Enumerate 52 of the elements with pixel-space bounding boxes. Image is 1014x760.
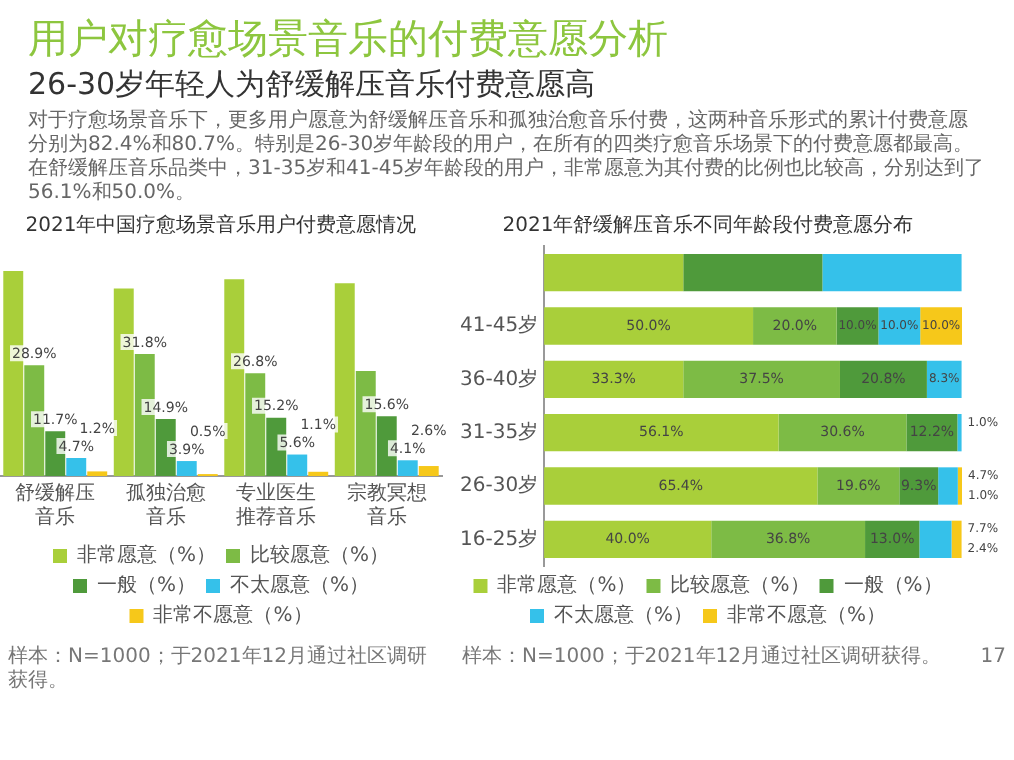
bar [839,360,927,398]
legend-label: 非常不愿意（%） [727,603,887,628]
legend-label: 比较愿意（%） [250,543,390,568]
x-tick-label: 孤独治愈音乐 [125,481,206,530]
bar [544,360,684,398]
bar [176,461,197,476]
text: 样本：N=1000；于2021年12月通过社区调研获得。 [462,646,941,670]
bar [778,414,907,452]
text: 样本：N=1000；于2021年12月通过社区调研获得。 [8,646,429,694]
legend-label: 一般（%） [97,575,197,598]
x-tick-label: 专业医生推荐音乐 [236,481,317,530]
bar [544,414,779,452]
bar [951,520,962,558]
chart-title: 2021年舒缓解压音乐不同年龄段付费意愿分布 [502,213,914,238]
legend-label: 一般（%） [843,575,943,598]
text: 17 [980,646,1006,670]
legend-label: 不太愿意（%） [554,603,694,628]
y-tick-label: 26-30岁 [459,473,539,498]
bar [711,520,866,558]
bar [544,307,754,345]
y-tick-label: 16-25岁 [459,526,539,551]
bar [822,254,962,292]
text: 对于疗愈场景音乐下，更多用户愿意为舒缓解压音乐和孤独治愈音乐付费，这两种音乐形式的累计付费意愿分别为82.4%和80.7%。特别是26-30岁年龄段的用户，在所有的四类疗愈音乐场景下的付费意愿都最高。在舒缓解压音乐品类中，31-35岁和41-45岁年龄段的用户，非常愿意为其付费的比例也比较高，分别达到了56.1%和50.0%。 [28,110,986,206]
bar [753,307,837,345]
bar [397,460,418,476]
text: 26-30岁年轻人为舒缓解压音乐付费意愿高 [28,64,598,104]
bar [919,520,952,558]
bar [544,520,712,558]
legend-label: 非常不愿意（%） [153,603,313,628]
bar [683,360,840,398]
y-tick-label: 36-40岁 [459,366,539,391]
text: 用户对疗愈场景音乐的付费意愿分析 [28,12,670,64]
y-tick-label: 41-45岁 [459,313,539,338]
x-tick-label: 宗教冥想音乐 [346,481,427,530]
bar [920,307,962,345]
x-tick-label: 舒缓解压音乐 [15,481,96,530]
legend-label: 非常愿意（%） [77,543,217,568]
y-tick-label: 31-35岁 [459,419,539,444]
bar [938,467,958,505]
bar [817,467,900,505]
chart-title: 2021年中国疗愈场景音乐用户付费意愿情况 [25,213,417,238]
legend-label: 比较愿意（%） [670,573,810,598]
bar [878,307,921,345]
bar [683,254,823,292]
bar [287,454,308,476]
bar [544,254,684,292]
legend-label: 不太愿意（%） [230,573,370,598]
bar [544,467,818,505]
bar [66,457,87,476]
legend-label: 非常愿意（%） [497,573,637,598]
bar [418,466,439,476]
bar [334,283,355,476]
